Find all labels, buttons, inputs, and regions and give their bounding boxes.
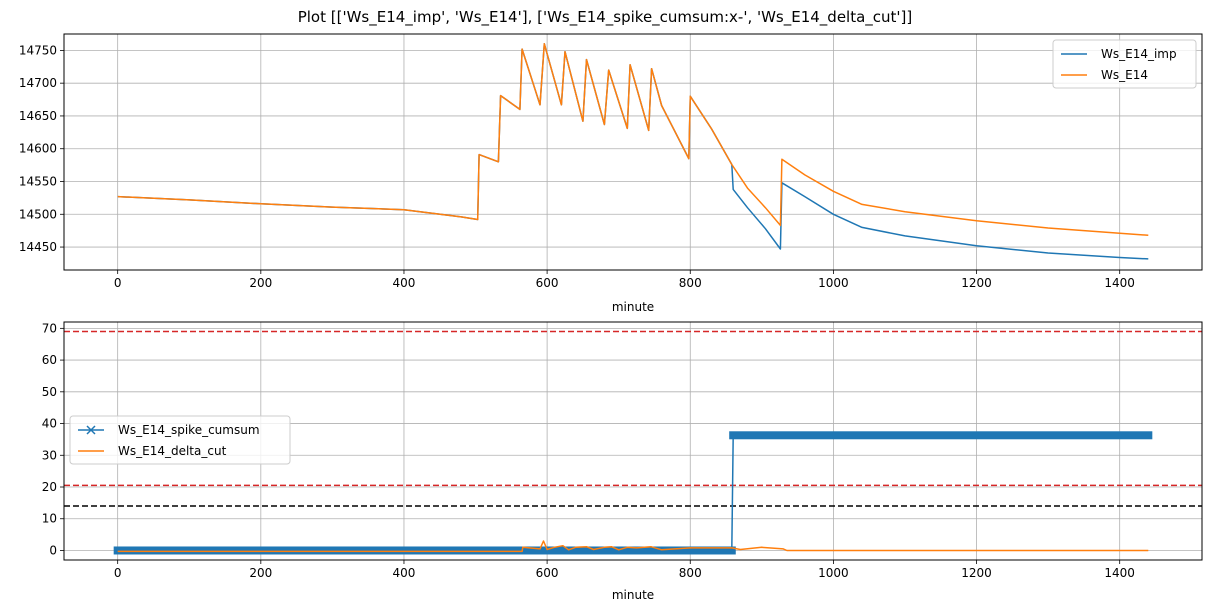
top-ticks: 0 200 400 600 800 1000 1200 1400 14450 14500 14550… — [19, 43, 1135, 290]
legend-label-Ws_E14_imp: Ws_E14_imp — [1101, 47, 1177, 61]
bottom-plot-lines — [64, 330, 1202, 555]
bottom-x-tick-label: 1200 — [961, 566, 992, 580]
top-x-tick-label: 800 — [679, 276, 702, 290]
series-line-Ws_E14_delta_cut — [117, 540, 1149, 553]
top-y-tick-label: 14500 — [19, 207, 57, 221]
top-y-tick-label: 14450 — [19, 240, 57, 254]
bottom-y-tick-label: 50 — [42, 385, 57, 399]
top-axes-frame — [63, 33, 1203, 271]
top-x-tick-label: 400 — [393, 276, 416, 290]
bottom-y-tick-label: 70 — [42, 321, 57, 335]
bottom-ticks: 0 200 400 600 800 1000 1200 1400 0 10 20 30 40 50 60 70 — [42, 321, 1135, 580]
series-marker-band-Ws_E14_spike_cumsum — [113, 546, 736, 555]
bottom-x-tick-label: 0 — [114, 566, 122, 580]
bottom-x-tick-label: 400 — [393, 566, 416, 580]
bottom-legend-frame — [69, 415, 291, 465]
bottom-subplot: 0 200 400 600 800 1000 1200 1400 0 10 20 30 40 50 60 70… — [42, 321, 1203, 602]
top-x-tick-label: 600 — [536, 276, 559, 290]
top-grid — [64, 34, 1202, 270]
top-legend: Ws_E14_imp Ws_E14 — [1052, 39, 1197, 89]
bottom-x-tick-label: 1400 — [1104, 566, 1135, 580]
bottom-y-tick-label: 30 — [42, 448, 57, 462]
bottom-x-axis-label: minute — [612, 588, 654, 602]
legend-label-Ws_E14_spike_cumsum: Ws_E14_spike_cumsum — [118, 423, 260, 437]
top-y-tick-label: 14700 — [19, 76, 57, 90]
series-marker-band-Ws_E14_spike_cumsum — [729, 431, 1153, 440]
top-x-axis-label: minute — [612, 300, 654, 314]
bottom-y-tick-label: 60 — [42, 353, 57, 367]
legend-label-Ws_E14: Ws_E14 — [1101, 68, 1148, 82]
top-subplot: 0 200 400 600 800 1000 1200 1400 14450 14500 14550… — [19, 33, 1203, 314]
top-y-tick-label: 14550 — [19, 175, 57, 189]
bottom-y-tick-label: 0 — [49, 543, 57, 557]
top-y-tick-label: 14750 — [19, 43, 57, 57]
legend-marker-Ws_E14_spike_cumsum — [86, 425, 96, 435]
bottom-x-tick-label: 1000 — [818, 566, 849, 580]
legend-label-Ws_E14_delta_cut: Ws_E14_delta_cut — [118, 444, 227, 458]
top-legend-frame — [1052, 39, 1197, 89]
top-y-tick-label: 14600 — [19, 142, 57, 156]
series-line-Ws_E14 — [117, 43, 1149, 237]
top-x-tick-label: 200 — [249, 276, 272, 290]
bottom-y-tick-label: 10 — [42, 512, 57, 526]
bottom-y-tick-label: 40 — [42, 417, 57, 431]
bottom-x-tick-label: 600 — [536, 566, 559, 580]
top-x-tick-label: 0 — [114, 276, 122, 290]
top-y-tick-label: 14650 — [19, 109, 57, 123]
bottom-x-tick-label: 800 — [679, 566, 702, 580]
top-x-tick-label: 1000 — [818, 276, 849, 290]
bottom-y-tick-label: 20 — [42, 480, 57, 494]
top-x-tick-label: 1400 — [1104, 276, 1135, 290]
bottom-x-tick-label: 200 — [249, 566, 272, 580]
top-plot-lines — [117, 43, 1149, 260]
bottom-legend: Ws_E14_spike_cumsum Ws_E14_delta_cut — [69, 415, 291, 465]
figure-title: Plot [['Ws_E14_imp', 'Ws_E14'], ['Ws_E14… — [298, 8, 913, 27]
top-x-tick-label: 1200 — [961, 276, 992, 290]
bottom-axes-frame — [63, 321, 1203, 561]
